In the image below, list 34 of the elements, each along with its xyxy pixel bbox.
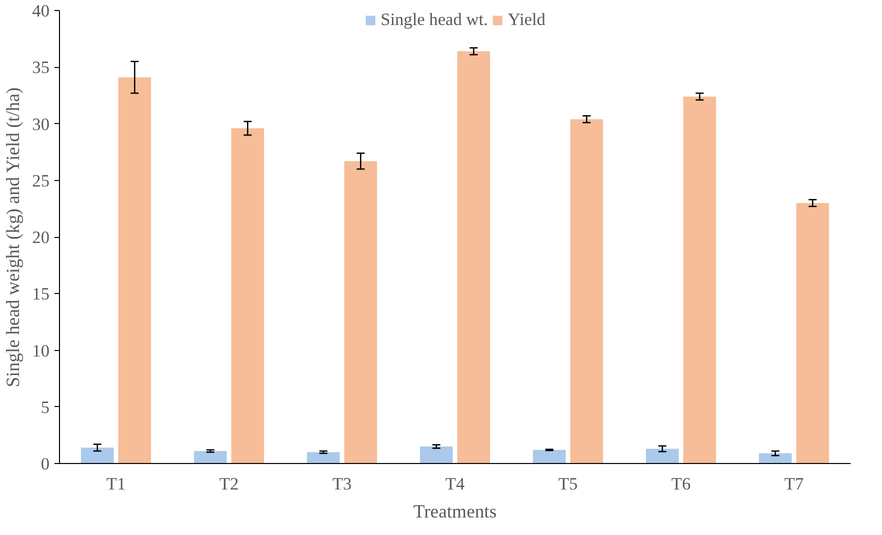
y-tick-label: 15 [32,284,50,304]
y-tick-label: 30 [32,114,50,134]
bar [570,119,604,464]
x-tick-label: T1 [106,474,126,494]
x-tick-label: T6 [671,474,691,494]
bar [306,452,340,464]
x-tick-label: T2 [219,474,239,494]
y-tick-label: 5 [40,398,50,417]
y-tick-label: 0 [40,454,50,474]
x-tick-label: T7 [784,474,804,494]
y-tick-label: 40 [32,2,50,20]
y-tick-label: 20 [32,228,50,247]
y-tick-label: 10 [32,341,50,360]
y-tick-label: 35 [32,58,50,78]
x-tick-label: T3 [332,474,352,494]
x-tick-label: T5 [558,474,578,494]
x-axis-title: Treatments [413,502,497,522]
y-axis-title: Single head weight (kg) and Yield (t/ha) [3,87,24,388]
bar [80,448,114,464]
y-tick-label: 25 [32,171,50,190]
bar [457,51,490,464]
bar [532,450,566,464]
x-tick-label: T4 [445,474,465,494]
legend-label: Single head wt. [380,10,488,30]
bar [683,96,716,464]
bar [344,161,378,464]
bar [118,77,152,464]
legend-label: Yield [508,10,546,30]
bar [758,453,792,464]
bar [796,203,830,464]
bar [194,451,227,464]
bar [231,128,264,464]
bar [646,448,679,464]
bar [420,446,453,464]
